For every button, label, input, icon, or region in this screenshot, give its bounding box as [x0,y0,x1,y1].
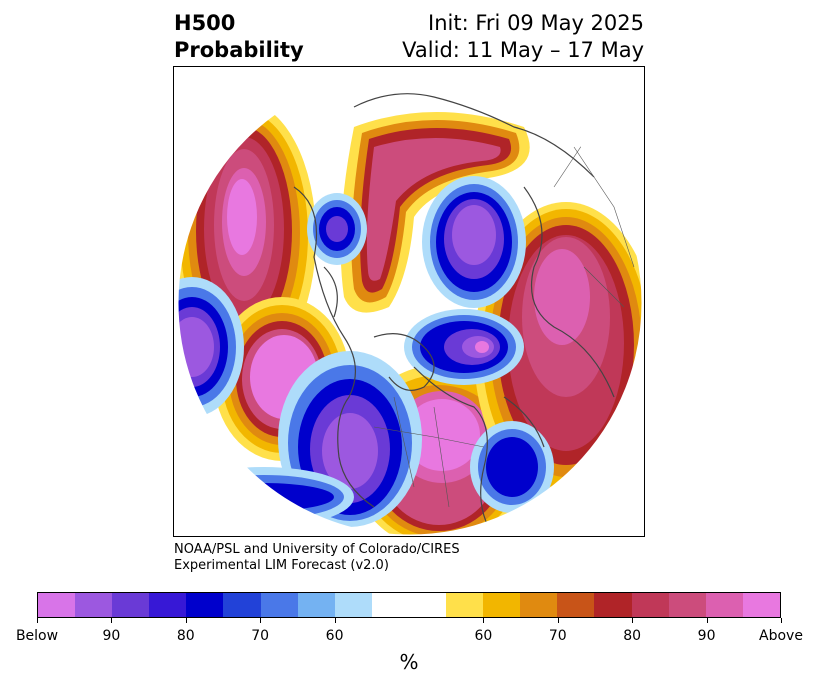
polar-probability-map [177,70,643,536]
colorbar-swatch [483,593,521,617]
colorbar-tick [632,618,634,623]
colorbar-swatch [297,593,335,617]
colorbar-swatch [260,593,298,617]
valid-period: Valid: 11 May – 17 May [402,38,644,62]
colorbar-tick [260,618,262,623]
colorbar-tick [111,618,113,623]
colorbar-tick-label: 90 [697,628,716,644]
above-anomaly-siberia-europe [474,202,642,502]
below-anomaly-kara-sea [422,176,526,308]
colorbar-tick-label: 90 [102,628,121,644]
colorbar-tick [185,618,187,623]
colorbar-tick-label: 80 [623,628,642,644]
colorbar-tick [781,618,782,623]
colorbar-tick-label: 60 [474,628,493,644]
map-panel [173,66,645,537]
north-pole-marker [404,298,414,308]
colorbar-swatch [520,593,558,617]
below-anomaly-atlantic [470,421,554,513]
colorbar-swatch [38,593,76,617]
colorbar-tick-label: Above [759,628,803,644]
colorbar-tick-label: 80 [176,628,195,644]
colorbar-tick-label: 60 [325,628,344,644]
title-right: Init: Fri 09 May 2025 Valid: 11 May – 17… [402,10,644,64]
colorbar-swatch [334,593,372,617]
colorbar-swatch [371,593,447,617]
below-anomaly-west [178,277,244,417]
colorbar-tick [706,618,708,623]
colorbar-tick-label: 70 [548,628,567,644]
title-product: Probability [174,38,304,62]
coastlines [293,93,615,535]
colorbar-tick [557,618,559,623]
above-anomaly-arctic-tongue [340,112,530,313]
colorbar-swatch [742,593,780,617]
below-anomaly-alaska [307,193,367,265]
init-date: Init: Fri 09 May 2025 [428,11,644,35]
colorbar-tick [334,618,336,623]
colorbar-swatch [112,593,150,617]
below-anomaly-south-pacific [178,467,354,527]
colorbar-swatch [594,593,632,617]
colorbar-tick-label: 70 [251,628,270,644]
colorbar-swatch [223,593,261,617]
credit-text: NOAA/PSL and University of Colorado/CIRE… [174,542,460,574]
colorbar-tick [483,618,485,623]
colorbar-swatch [446,593,484,617]
credit-line-2: Experimental LIM Forecast (v2.0) [174,558,389,573]
colorbar-tick [37,618,38,623]
below-anomaly-greenland [404,309,524,385]
colorbar-swatch [557,593,595,617]
colorbar-unit: % [399,650,419,674]
colorbar-swatch [668,593,706,617]
colorbar [37,592,781,618]
colorbar-swatch [705,593,743,617]
colorbar-tick-label: Below [15,628,59,644]
credit-line-1: NOAA/PSL and University of Colorado/CIRE… [174,542,460,557]
title-variable: H500 [174,11,236,35]
colorbar-swatch [631,593,669,617]
colorbar-swatch [149,593,187,617]
colorbar-swatch [75,593,113,617]
title-left: H500 Probability [174,10,304,64]
colorbar-swatch [186,593,224,617]
